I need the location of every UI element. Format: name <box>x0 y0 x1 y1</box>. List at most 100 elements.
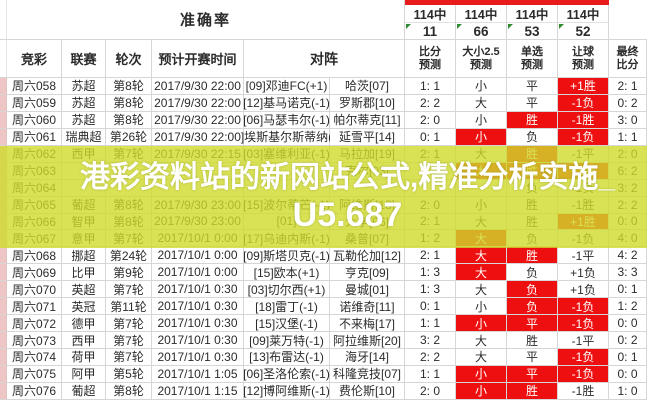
cell-away: 哈茨[07] <box>330 78 405 95</box>
cell-home: [09]斯塔贝克(-1) <box>243 247 330 265</box>
row-marker <box>0 298 7 316</box>
cell-away: 延雪平[14] <box>330 128 405 146</box>
cell-away: 诺维奇[11] <box>330 298 405 316</box>
row-marker <box>0 264 7 282</box>
cell-final: 1: 1 <box>609 128 647 146</box>
cell-home: [06]马瑟韦尔(-1) <box>243 111 330 129</box>
cell-id: 周六071 <box>7 298 62 316</box>
cell-away: 费伦斯[10] <box>330 382 405 400</box>
cell-score: 2: 1 <box>405 247 456 265</box>
cell-time: 2017/10/1 1:05 <box>152 365 244 383</box>
comment-marker-icon <box>508 24 513 29</box>
cell-league: 苏超 <box>62 111 106 129</box>
row-marker <box>0 382 7 400</box>
red-highlight-bar <box>405 0 609 5</box>
cell-final: 0: 0 <box>609 365 647 383</box>
cell-away: 阿拉维斯[20] <box>330 332 405 349</box>
cell-id: 周六076 <box>7 382 62 400</box>
table-row: 周六060 苏超 第8轮 2017/9/30 22:00 [06]马瑟韦尔(-1) 帕尔蒂… <box>0 111 647 129</box>
table-row: 周六058 苏超 第8轮 2017/9/30 22:00 [09]邓迪FC(+1) 哈茨[… <box>0 78 647 95</box>
cell-final: 0: 1 <box>609 281 647 299</box>
cell-score: 0: 1 <box>405 298 456 316</box>
stat-value: 52 <box>558 23 608 39</box>
cell-pick: 胜 <box>507 111 558 129</box>
cell-id: 周六069 <box>7 264 62 282</box>
cell-pick: 平 <box>507 94 558 112</box>
comment-marker-icon <box>406 24 411 29</box>
cell-time: 2017/10/1 0:00 <box>152 264 244 282</box>
cell-home: [09]邓迪FC(+1) <box>244 78 330 95</box>
cell-handicap: -1负 <box>558 365 609 383</box>
cell-time: 2017/10/1 0:00 <box>152 247 244 265</box>
stat-value: 11 <box>405 23 455 39</box>
cell-pick: 负 <box>507 298 558 316</box>
cell-away: 帕尔蒂克[11] <box>330 111 405 129</box>
cell-league: 比甲 <box>62 264 106 282</box>
cell-size: 小 <box>456 298 507 316</box>
table-row: 周六075 阿甲 第5轮 2017/10/1 1:05 [06]圣洛伦索(-1) 科隆竞技… <box>0 365 647 383</box>
cell-away: 不来梅[17] <box>330 315 405 333</box>
cell-score: 2: 0 <box>405 111 456 129</box>
cell-pick: 胜 <box>507 247 558 265</box>
row-marker <box>0 365 7 383</box>
cell-round: 第8轮 <box>106 382 152 400</box>
column-header-pick-pred: 单选 预测 <box>507 40 558 78</box>
stat-label: 114中 <box>558 5 608 23</box>
left-gutter <box>0 0 7 40</box>
cell-final: 3: 0 <box>609 111 647 129</box>
cell-handicap: -1负 <box>558 94 609 112</box>
cell-handicap: -1负 <box>558 315 609 333</box>
cell-round: 第24轮 <box>106 247 152 265</box>
column-header-row: 竞彩 联赛 轮次 预计开赛时间 对阵 比分 预测 大小2.5 预测 单选 预测 让球预… <box>0 40 647 78</box>
cell-round: 第9轮 <box>106 264 152 282</box>
cell-home: [12]基马诺克(-1) <box>243 94 330 112</box>
cell-home: [12]博阿维斯(-1) <box>243 382 330 400</box>
cell-size: 大 <box>456 349 507 366</box>
cell-away: 海牙[14] <box>330 349 405 366</box>
cell-away: 瓦勒伦加[12] <box>330 247 405 265</box>
cell-round: 第7轮 <box>106 332 152 349</box>
stat-handicap-accuracy: 114中 52 <box>558 0 609 40</box>
cell-time: 2017/9/30 22:00 <box>152 128 244 146</box>
cell-size: 小 <box>456 365 507 383</box>
cell-final: 2: 1 <box>609 78 647 95</box>
stat-pick-accuracy: 114中 53 <box>507 0 558 40</box>
cell-time: 2017/10/1 0:30 <box>152 281 244 299</box>
cell-final: 1: 0 <box>609 382 647 400</box>
cell-league: 苏超 <box>62 78 106 95</box>
cell-size: 大 <box>456 332 507 349</box>
cell-away: 科隆竞技[07] <box>330 365 405 383</box>
final-score-top-spacer <box>609 0 647 40</box>
cell-handicap: -1平 <box>558 332 609 349</box>
row-marker <box>0 111 7 129</box>
cell-away: 亨克[09] <box>330 264 405 282</box>
watermark-line1: 港彩资料站的新网站公式,精准分析实施_ <box>79 161 616 194</box>
accuracy-title: 准确率 <box>7 0 405 40</box>
cell-final: 0: 0 <box>609 315 647 333</box>
cell-handicap: -1胜 <box>558 382 609 400</box>
cell-handicap: +1负 <box>558 264 609 282</box>
cell-pick: 负 <box>507 281 558 299</box>
cell-score: 2: 0 <box>405 382 456 400</box>
column-header-size-pred: 大小2.5 预测 <box>456 40 507 78</box>
cell-handicap: +1负 <box>558 281 609 299</box>
cell-round: 第7轮 <box>106 281 152 299</box>
table-row: 周六071 英冠 第11轮 2017/10/1 0:30 [18]雷丁(-1) 诺维奇[1… <box>0 298 647 316</box>
cell-id: 周六072 <box>7 315 62 333</box>
column-header-league: 联赛 <box>62 40 106 78</box>
table-row: 周六072 德甲 第7轮 2017/10/1 0:30 [15]汉堡(-1) 不来梅[17… <box>0 315 647 333</box>
cell-final: 0: 2 <box>609 94 647 112</box>
cell-round: 第7轮 <box>106 349 152 366</box>
cell-score: 1: 1 <box>405 315 456 333</box>
cell-away: 曼城[01] <box>330 281 405 299</box>
stat-value: 53 <box>507 23 557 39</box>
cell-handicap: +1胜 <box>558 78 609 95</box>
cell-home: ]埃斯基尔斯蒂纳( <box>240 128 333 146</box>
cell-handicap: -1胜 <box>558 111 609 129</box>
cell-home: [13]布雷达(-1) <box>244 349 330 366</box>
cell-round: 第8轮 <box>106 78 152 95</box>
cell-home: [15]汉堡(-1) <box>244 315 330 333</box>
row-marker <box>0 332 7 349</box>
cell-home: [09]莱万特(-1) <box>244 332 330 349</box>
